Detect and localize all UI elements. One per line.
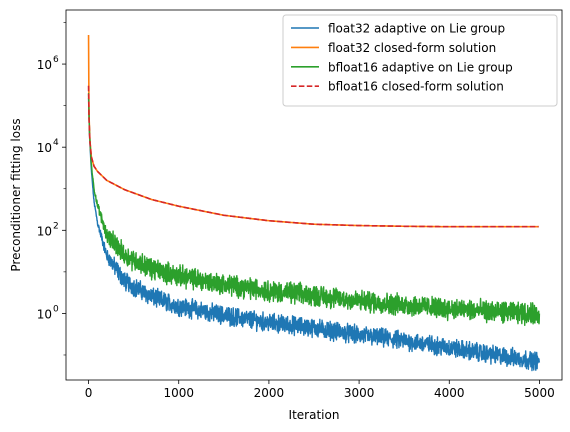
- x-tick-label: 1000: [163, 386, 194, 400]
- y-tick-exponent: 0: [53, 304, 59, 314]
- x-tick-label: 0: [85, 386, 93, 400]
- legend-label-1: float32 adaptive on Lie group: [328, 22, 505, 36]
- legend-label-2: float32 closed-form solution: [328, 41, 496, 55]
- x-axis-label: Iteration: [289, 408, 340, 422]
- y-tick-exponent: 4: [53, 138, 59, 148]
- x-tick-label: 3000: [344, 386, 375, 400]
- x-tick-label: 2000: [254, 386, 285, 400]
- y-tick-label: 10: [37, 141, 52, 155]
- y-tick-exponent: 2: [53, 221, 59, 231]
- legend: float32 adaptive on Lie group float32 clo…: [282, 14, 558, 107]
- x-tick-label: 4000: [434, 386, 465, 400]
- series-line-1: [87, 98, 541, 372]
- legend-label-3: bfloat16 adaptive on Lie group: [328, 60, 513, 74]
- x-tick-label: 5000: [524, 386, 555, 400]
- y-tick-exponent: 6: [53, 55, 59, 65]
- series-line-3: [87, 93, 541, 327]
- plot-frame: [65, 9, 563, 381]
- legend-label-4: bfloat16 closed-form solution: [328, 80, 504, 94]
- y-tick-label: 10: [37, 58, 52, 72]
- y-tick-label: 10: [37, 224, 52, 238]
- series-layer: [87, 35, 541, 372]
- legend-box: [282, 14, 558, 107]
- y-tick-label: 10: [37, 307, 52, 321]
- series-line-4: [87, 85, 539, 228]
- y-axis-label: Preconditioner fitting loss: [9, 118, 23, 271]
